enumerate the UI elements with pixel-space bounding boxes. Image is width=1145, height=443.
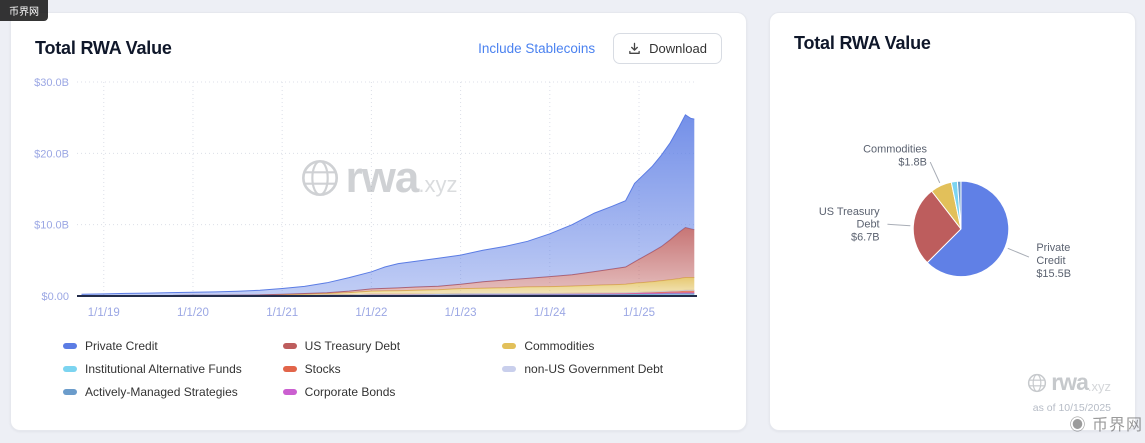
left-card: Total RWA Value Include Stablecoins Down… <box>10 12 747 431</box>
pie-slice-private-credit[interactable] <box>926 180 1010 278</box>
legend-item-stocks[interactable]: Stocks <box>282 362 503 376</box>
legend-swatch <box>63 389 77 395</box>
pie-label-private-credit: Private Credit $15.5B <box>1036 242 1071 280</box>
svg-text:$20.0B: $20.0B <box>34 148 69 160</box>
globe-icon <box>1028 373 1047 392</box>
pie-slice-other[interactable] <box>956 180 962 229</box>
area-commodities <box>81 277 695 296</box>
page-title: Total RWA Value <box>35 38 172 58</box>
download-button[interactable]: Download <box>613 33 722 64</box>
as-of-date: as of 10/15/2025 <box>1032 402 1111 414</box>
legend-label: US Treasury Debt <box>304 339 401 353</box>
legend-column: Commodities non-US Government Debt <box>502 339 722 399</box>
svg-text:1/1/23: 1/1/23 <box>445 307 477 319</box>
svg-text:$30.0B: $30.0B <box>34 77 69 89</box>
legend-item-commodities[interactable]: Commodities <box>502 339 722 353</box>
chart-controls: Include Stablecoins Download <box>478 33 722 64</box>
download-icon <box>629 42 640 54</box>
pie-card-title: Total RWA Value <box>794 33 931 53</box>
area-chart-wrap: $0.00 $10.0B $20.0B $30.0B 1/1/19 1/1/20 1/1/2… <box>11 68 746 329</box>
legend-label: Actively-Managed Strategies <box>85 385 238 399</box>
legend-item-institutional-alternative-funds[interactable]: Institutional Alternative Funds <box>63 362 283 376</box>
rwa-watermark-small: rwa .xyz <box>1027 369 1111 396</box>
legend-swatch <box>282 389 297 395</box>
area-us-treasury-debt <box>81 227 695 296</box>
legend-swatch <box>282 366 297 372</box>
pie-label-commodities: Commodities $1.8B <box>863 143 927 168</box>
include-stablecoins-link[interactable]: Include Stablecoins <box>478 41 596 56</box>
right-card-header: Total RWA Value <box>770 13 1135 58</box>
svg-text:1/1/20: 1/1/20 <box>177 307 209 319</box>
legend-swatch <box>63 343 77 349</box>
pie-leader-line <box>1007 247 1030 258</box>
legend-swatch <box>502 343 517 349</box>
legend-item-us-treasury-debt[interactable]: US Treasury Debt <box>282 339 503 353</box>
legend-label: Institutional Alternative Funds <box>85 362 242 376</box>
legend-item-corporate-bonds[interactable]: Corporate Bonds <box>282 385 503 399</box>
download-button-label: Download <box>649 41 707 56</box>
legend-swatch <box>63 366 77 372</box>
legend-item-non-us-government-debt[interactable]: non-US Government Debt <box>502 362 722 376</box>
svg-text:1/1/22: 1/1/22 <box>355 307 387 319</box>
corner-watermark: ◉ 币界网 <box>1069 417 1143 434</box>
rwa-pie-chart[interactable]: Private Credit $15.5B US Treasury Debt $6.7B C… <box>770 84 1135 344</box>
pie-leader-line <box>887 223 911 227</box>
legend-swatch <box>502 366 517 372</box>
svg-text:$0.00: $0.00 <box>41 291 69 303</box>
right-card: Total RWA Value Private Credit $15.5B US Tr… <box>769 12 1136 431</box>
legend-label: Private Credit <box>85 339 158 353</box>
legend-column: Private Credit Institutional Alternative … <box>63 339 283 399</box>
legend-label: Commodities <box>524 339 595 353</box>
svg-text:1/1/25: 1/1/25 <box>623 307 655 319</box>
svg-text:1/1/21: 1/1/21 <box>266 307 298 319</box>
legend-label: Corporate Bonds <box>304 385 396 399</box>
rwa-area-chart[interactable]: $0.00 $10.0B $20.0B $30.0B 1/1/19 1/1/20 1/1/2… <box>23 70 713 324</box>
pie-slice-us-treasury-debt[interactable] <box>912 190 962 264</box>
legend-item-actively-managed-strategies[interactable]: Actively-Managed Strategies <box>63 385 283 399</box>
legend-column: US Treasury Debt Stocks Corporate Bonds <box>282 339 503 399</box>
pie-label-us-treasury-debt: US Treasury Debt $6.7B <box>819 206 880 244</box>
edge-private-credit <box>81 114 695 295</box>
legend-item-private-credit[interactable]: Private Credit <box>63 339 283 353</box>
site-watermark-tag: 币界网 <box>0 0 48 21</box>
pie-leader-line <box>929 161 941 184</box>
watermark-tld: .xyz <box>1087 379 1111 394</box>
left-card-header: Total RWA Value Include Stablecoins Down… <box>11 13 746 68</box>
svg-text:1/1/19: 1/1/19 <box>88 307 120 319</box>
legend-swatch <box>282 343 297 349</box>
watermark-brand: rwa <box>1051 369 1089 395</box>
svg-text:$10.0B: $10.0B <box>34 220 69 232</box>
chart-legend: Private Credit Institutional Alternative … <box>11 329 746 419</box>
svg-text:1/1/24: 1/1/24 <box>534 307 567 319</box>
area-private-credit <box>81 114 695 296</box>
legend-label: Stocks <box>304 362 341 376</box>
legend-label: non-US Government Debt <box>524 362 664 376</box>
